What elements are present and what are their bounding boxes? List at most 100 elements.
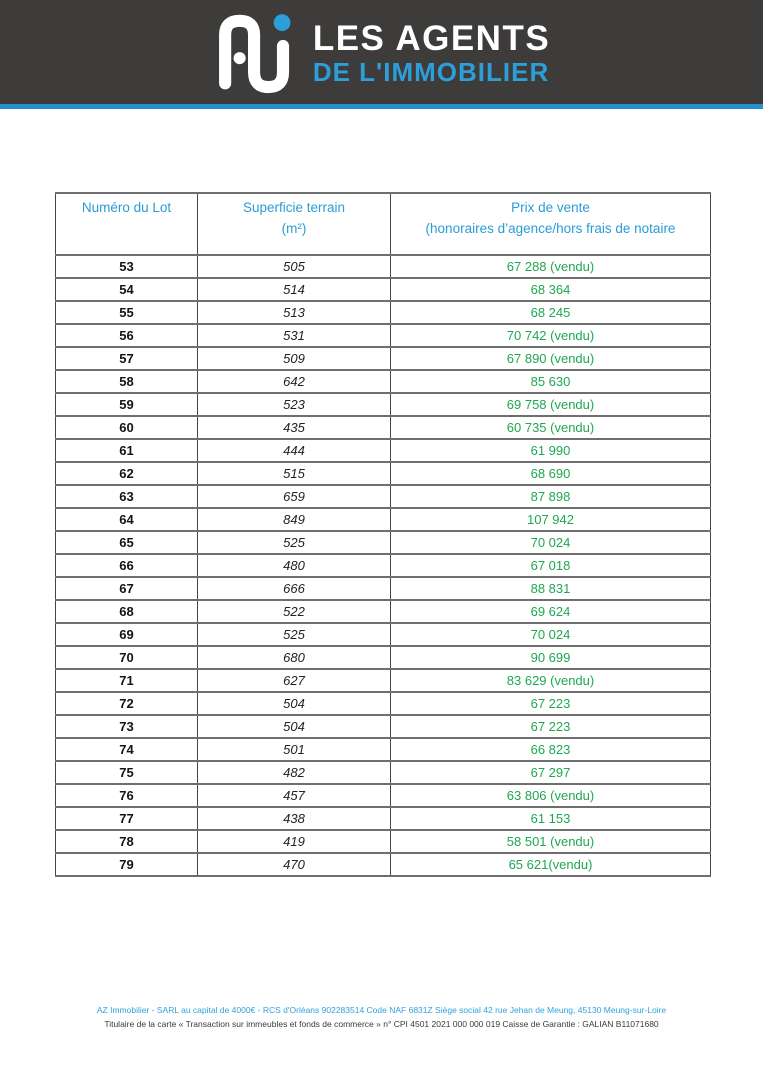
table-row: 71 627 83 629 (vendu) [55,668,711,693]
lot-number-cell: 77 [55,806,198,831]
prix-cell: 83 629 (vendu) [390,668,711,693]
header-superficie-label: Superficie terrain [242,200,346,215]
price-table-container: Numéro du Lot Superficie terrain (m²) Pr… [55,192,711,877]
table-row: 68 522 69 624 [55,599,711,624]
lot-number-cell: 67 [55,576,198,601]
table-row: 56 531 70 742 (vendu) [55,323,711,348]
prix-cell: 65 621(vendu) [390,852,711,877]
header-prix-subtext: (honoraires d’agence/hors frais de notai… [425,220,676,236]
table-header-row: Numéro du Lot Superficie terrain (m²) Pr… [55,192,711,256]
prix-cell: 87 898 [390,484,711,509]
table-row: 65 525 70 024 [55,530,711,555]
logo-dot-blue [273,14,291,32]
table-row: 63 659 87 898 [55,484,711,509]
lot-number-cell: 63 [55,484,198,509]
table-row: 79 470 65 621(vendu) [55,852,711,877]
brand-title-line1: LES AGENTS [312,19,551,58]
lot-number-cell: 53 [55,254,198,279]
prix-cell: 85 630 [390,369,711,394]
superficie-cell: 457 [197,783,391,808]
table-row: 72 504 67 223 [55,691,711,716]
prix-cell: 68 364 [390,277,711,302]
lot-number-cell: 57 [55,346,198,371]
table-row: 64 849 107 942 [55,507,711,532]
table-row: 77 438 61 153 [55,806,711,831]
superficie-cell: 504 [197,691,391,716]
lot-number-cell: 62 [55,461,198,486]
superficie-cell: 525 [197,530,391,555]
superficie-cell: 470 [197,852,391,877]
table-row: 53 505 67 288 (vendu) [55,254,711,279]
header-lot-label: Numéro du Lot [81,200,172,215]
superficie-cell: 514 [197,277,391,302]
table-row: 76 457 63 806 (vendu) [55,783,711,808]
prix-cell: 69 758 (vendu) [390,392,711,417]
table-row: 67 666 88 831 [55,576,711,601]
superficie-cell: 680 [197,645,391,670]
logo-dot-white [233,52,246,65]
prix-cell: 67 297 [390,760,711,785]
lot-number-cell: 54 [55,277,198,302]
superficie-cell: 435 [197,415,391,440]
table-row: 58 642 85 630 [55,369,711,394]
superficie-cell: 438 [197,806,391,831]
header-superficie: Superficie terrain (m²) [197,192,391,256]
prix-cell: 61 990 [390,438,711,463]
table-row: 55 513 68 245 [55,300,711,325]
lot-number-cell: 74 [55,737,198,762]
prix-cell: 67 288 (vendu) [390,254,711,279]
table-row: 62 515 68 690 [55,461,711,486]
prix-cell: 61 153 [390,806,711,831]
lot-number-cell: 58 [55,369,198,394]
brand-title-line2: DE L'IMMOBILIER [312,57,550,87]
prix-cell: 90 699 [390,645,711,670]
table-row: 78 419 58 501 (vendu) [55,829,711,854]
lot-number-cell: 73 [55,714,198,739]
superficie-cell: 509 [197,346,391,371]
footer-company-info: AZ Immobilier - SARL au capital de 4000€… [96,1005,667,1015]
lot-number-cell: 72 [55,691,198,716]
superficie-cell: 525 [197,622,391,647]
table-row: 60 435 60 735 (vendu) [55,415,711,440]
lot-number-cell: 78 [55,829,198,854]
lot-number-cell: 79 [55,852,198,877]
prix-cell: 70 742 (vendu) [390,323,711,348]
lot-number-cell: 68 [55,599,198,624]
prix-cell: 68 245 [390,300,711,325]
table-row: 74 501 66 823 [55,737,711,762]
prix-cell: 66 823 [390,737,711,762]
superficie-cell: 482 [197,760,391,785]
lot-number-cell: 66 [55,553,198,578]
prix-cell: 58 501 (vendu) [390,829,711,854]
prix-cell: 67 223 [390,691,711,716]
footer-license-info: Titulaire de la carte « Transaction sur … [104,1019,659,1029]
superficie-cell: 444 [197,438,391,463]
superficie-cell: 849 [197,507,391,532]
table-row: 57 509 67 890 (vendu) [55,346,711,371]
superficie-cell: 419 [197,829,391,854]
superficie-cell: 531 [197,323,391,348]
superficie-cell: 505 [197,254,391,279]
superficie-cell: 666 [197,576,391,601]
table-row: 73 504 67 223 [55,714,711,739]
prix-cell: 70 024 [390,530,711,555]
superficie-cell: 504 [197,714,391,739]
table-row: 66 480 67 018 [55,553,711,578]
header-superficie-unit: (m²) [281,220,307,236]
lot-number-cell: 59 [55,392,198,417]
lot-number-cell: 71 [55,668,198,693]
brand-header: LES AGENTS DE L'IMMOBILIER [0,0,763,104]
superficie-cell: 659 [197,484,391,509]
prix-cell: 88 831 [390,576,711,601]
prix-cell: 68 690 [390,461,711,486]
superficie-cell: 642 [197,369,391,394]
prix-cell: 63 806 (vendu) [390,783,711,808]
header-prix: Prix de vente (honoraires d’agence/hors … [390,192,711,256]
prix-cell: 67 890 (vendu) [390,346,711,371]
au-monogram-icon [218,14,291,94]
table-row: 69 525 70 024 [55,622,711,647]
lot-number-cell: 76 [55,783,198,808]
header-accent-bar [0,104,763,109]
price-table: Numéro du Lot Superficie terrain (m²) Pr… [55,192,711,877]
prix-cell: 69 624 [390,599,711,624]
